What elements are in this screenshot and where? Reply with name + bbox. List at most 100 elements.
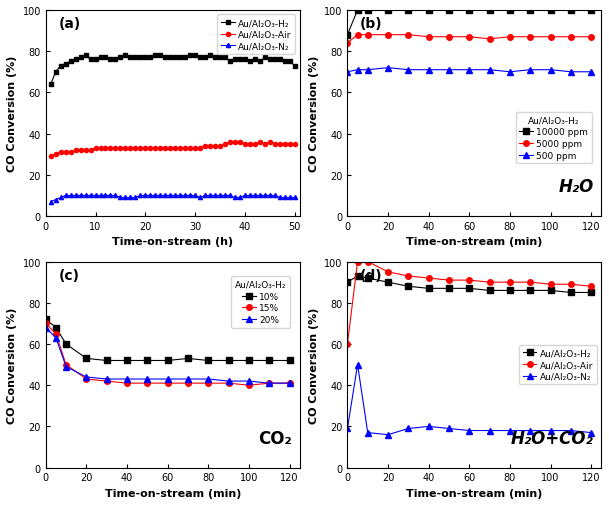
10% [124,358,131,364]
Au/Al₂O₃-Air [172,146,179,152]
Au/Al₂O₃-H₂ [221,55,228,61]
Au/Al₂O₃-Air [142,146,149,152]
Line: Au/Al₂O₃-N₂: Au/Al₂O₃-N₂ [49,194,297,205]
15% [205,380,212,386]
5000 ppm [527,35,534,41]
Au/Al₂O₃-H₂ [445,286,452,292]
10000 ppm [405,8,412,14]
20% [164,376,171,382]
500 ppm [567,70,574,76]
Au/Al₂O₃-H₂ [227,59,234,65]
15% [286,380,293,386]
Au/Al₂O₃-Air [405,273,412,279]
Au/Al₂O₃-H₂ [246,59,253,65]
Au/Al₂O₃-Air [256,139,264,145]
Au/Al₂O₃-N₂ [136,193,144,199]
500 ppm [364,68,371,74]
Au/Al₂O₃-N₂ [47,199,54,205]
Au/Al₂O₃-H₂ [62,62,69,68]
5000 ppm [466,35,473,41]
Au/Al₂O₃-Air [286,141,294,147]
Au/Al₂O₃-Air [252,141,259,147]
Au/Al₂O₃-N₂ [92,193,99,199]
Au/Al₂O₃-N₂ [132,195,139,201]
Au/Al₂O₃-H₂ [107,57,114,63]
500 ppm [506,70,513,76]
Au/Al₂O₃-Air [236,139,244,145]
Au/Al₂O₃-H₂ [87,57,94,63]
Au/Al₂O₃-N₂ [588,430,595,436]
Au/Al₂O₃-N₂ [221,193,228,199]
Text: (c): (c) [58,268,79,282]
X-axis label: Time-on-stream (h): Time-on-stream (h) [112,237,233,247]
Au/Al₂O₃-N₂ [107,193,114,199]
Line: Au/Al₂O₃-H₂: Au/Al₂O₃-H₂ [345,274,594,295]
Au/Al₂O₃-H₂ [486,288,493,294]
15% [62,362,69,368]
Au/Al₂O₃-N₂ [82,193,90,199]
15% [42,321,49,327]
Au/Al₂O₃-Air [206,143,214,149]
Au/Al₂O₃-Air [527,280,534,286]
Au/Al₂O₃-N₂ [241,193,248,199]
Au/Al₂O₃-Air [181,146,189,152]
Au/Al₂O₃-Air [92,146,99,152]
Au/Al₂O₃-H₂ [266,57,273,63]
Au/Al₂O₃-Air [506,280,513,286]
10000 ppm [466,8,473,14]
500 ppm [445,68,452,74]
Au/Al₂O₃-N₂ [231,195,239,201]
Au/Al₂O₃-H₂ [57,64,65,70]
Au/Al₂O₃-Air [246,141,253,147]
Au/Al₂O₃-Air [266,139,273,145]
Au/Al₂O₃-Air [197,146,204,152]
15% [52,331,60,337]
20% [62,364,69,370]
Y-axis label: CO Conversion (%): CO Conversion (%) [7,56,17,172]
20% [185,376,192,382]
Au/Al₂O₃-Air [107,146,114,152]
Au/Al₂O₃-H₂ [271,57,278,63]
Au/Al₂O₃-N₂ [281,195,289,201]
Au/Al₂O₃-H₂ [161,55,169,61]
Au/Al₂O₃-N₂ [177,193,184,199]
Au/Al₂O₃-N₂ [181,193,189,199]
Y-axis label: CO Conversion (%): CO Conversion (%) [7,307,17,423]
Au/Al₂O₃-N₂ [87,193,94,199]
Au/Al₂O₃-Air [227,139,234,145]
Au/Al₂O₃-N₂ [291,195,298,201]
Au/Al₂O₃-Air [117,146,124,152]
Au/Al₂O₃-N₂ [147,193,154,199]
20% [245,378,253,384]
15% [225,380,232,386]
X-axis label: Time-on-stream (min): Time-on-stream (min) [105,488,241,498]
Au/Al₂O₃-H₂ [231,57,239,63]
Au/Al₂O₃-Air [112,146,119,152]
Au/Al₂O₃-Air [77,148,84,154]
5000 ppm [445,35,452,41]
Au/Al₂O₃-H₂ [112,57,119,63]
Line: Au/Al₂O₃-H₂: Au/Al₂O₃-H₂ [49,54,297,87]
Au/Al₂O₃-Air [97,146,104,152]
Au/Al₂O₃-N₂ [186,193,194,199]
5000 ppm [486,37,493,43]
Au/Al₂O₃-N₂ [57,195,65,201]
Au/Al₂O₃-H₂ [77,55,84,61]
20% [144,376,151,382]
15% [144,380,151,386]
Au/Al₂O₃-N₂ [97,193,104,199]
Au/Al₂O₃-N₂ [142,193,149,199]
20% [83,374,90,380]
Au/Al₂O₃-N₂ [256,193,264,199]
10% [286,358,293,364]
5000 ppm [425,35,432,41]
Au/Al₂O₃-Air [47,154,54,160]
Au/Al₂O₃-H₂ [157,53,164,59]
Au/Al₂O₃-Air [384,269,392,275]
500 ppm [343,70,351,76]
Au/Al₂O₃-H₂ [136,55,144,61]
Au/Al₂O₃-N₂ [445,426,452,432]
Au/Al₂O₃-H₂ [261,55,269,61]
Text: (a): (a) [58,17,80,31]
Au/Al₂O₃-Air [177,146,184,152]
